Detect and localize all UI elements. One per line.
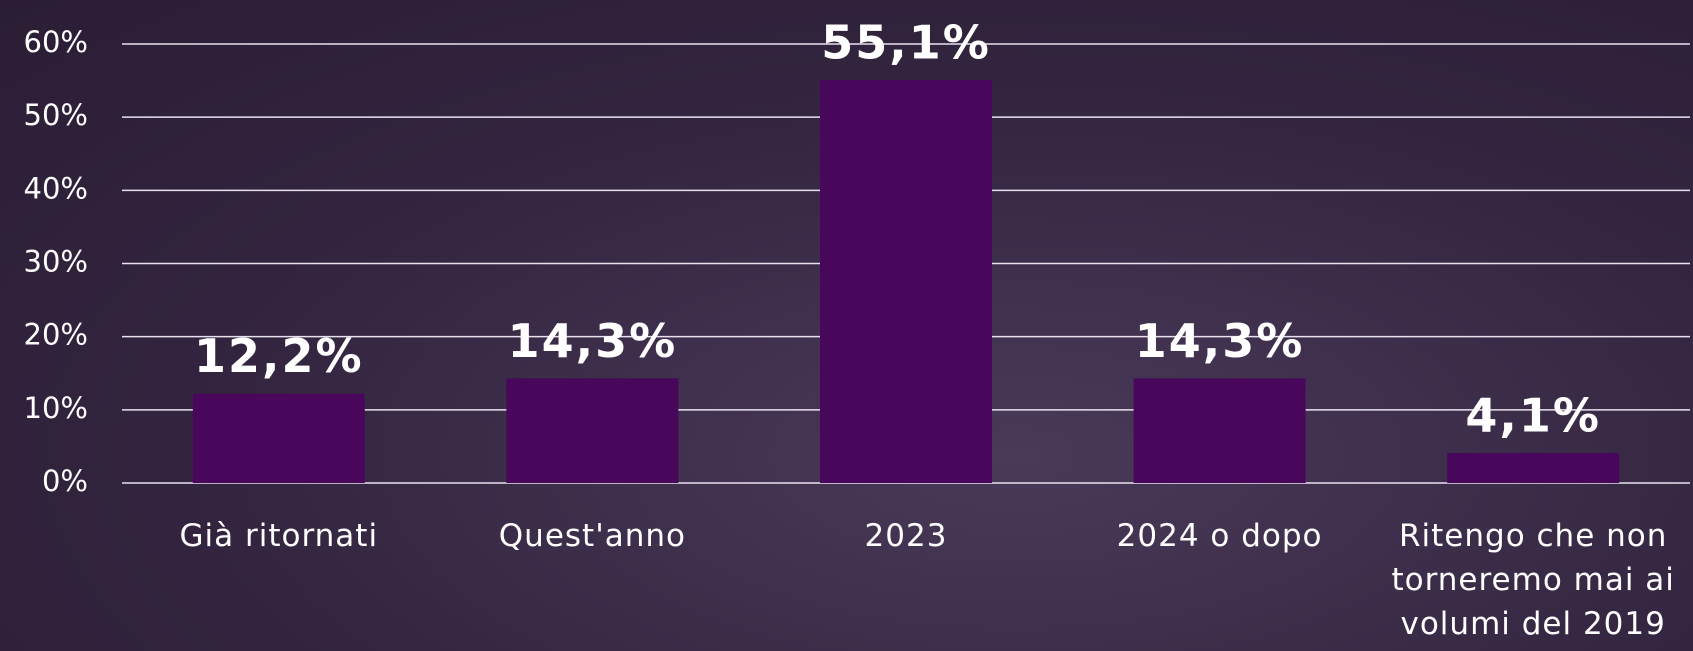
data-label: 4,1% (1465, 389, 1601, 443)
y-tick-label: 60% (24, 25, 88, 59)
bar (1133, 378, 1306, 483)
bar (820, 79, 992, 483)
x-tick-label: Quest'anno (498, 518, 686, 554)
x-tick-label: 2023 (864, 518, 948, 554)
y-tick-label: 0% (42, 464, 88, 498)
y-tick-label: 10% (24, 391, 88, 425)
x-tick-label: Già ritornati (179, 518, 379, 554)
data-label: 55,1% (821, 15, 991, 69)
data-label: 12,2% (194, 329, 364, 383)
x-tick-label: 2024 o dopo (1116, 518, 1323, 554)
bar (192, 393, 365, 483)
bar (1447, 453, 1620, 483)
x-tick-label: Ritengo che non torneremo mai ai volumi … (1391, 518, 1675, 642)
bar (506, 378, 679, 483)
y-tick-label: 30% (24, 245, 88, 279)
y-tick-label: 20% (24, 318, 88, 352)
data-label: 14,3% (1135, 314, 1305, 368)
y-tick-label: 50% (24, 98, 88, 132)
data-label: 14,3% (508, 314, 678, 368)
y-tick-label: 40% (24, 171, 88, 205)
